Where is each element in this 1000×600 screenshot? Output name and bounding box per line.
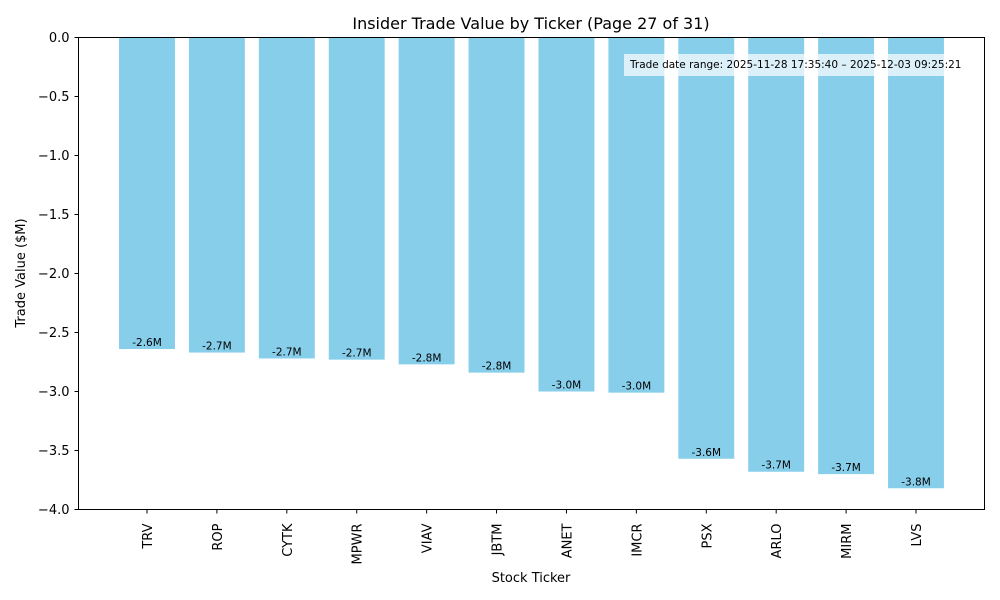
bars-group bbox=[119, 37, 944, 489]
bar-cytk bbox=[258, 37, 315, 359]
bar-rop bbox=[188, 37, 245, 353]
x-tick-label-rop: ROP bbox=[211, 523, 226, 550]
y-tick-label: −2.5 bbox=[38, 326, 70, 341]
data-label-mirm: -3.7M bbox=[831, 462, 861, 474]
annotation-box bbox=[624, 54, 986, 76]
bar-lvs bbox=[888, 37, 944, 489]
y-tick-label: −2.0 bbox=[38, 267, 70, 282]
x-tick-label-mpwr: MPWR bbox=[351, 524, 366, 565]
data-label-anet: -3.0M bbox=[552, 380, 582, 392]
data-label-jbtm: -2.8M bbox=[482, 361, 512, 373]
bar-mirm bbox=[818, 37, 875, 475]
y-tick-label: 0.0 bbox=[49, 31, 70, 46]
data-label-trv: -2.6M bbox=[132, 337, 162, 349]
data-label-rop: -2.7M bbox=[202, 341, 232, 353]
x-axis: TRV ROP CYTK MPWR VIAV JBTM ANET IMCR PSX ARLO MIR… bbox=[141, 509, 925, 565]
y-tick-label: −4.0 bbox=[38, 503, 70, 518]
x-tick-label-anet: ANET bbox=[560, 523, 575, 558]
x-tick-label-lvs: LVS bbox=[910, 524, 925, 547]
chart-title: Insider Trade Value by Ticker (Page 27 o… bbox=[352, 14, 709, 33]
y-axis-label: Trade Value ($M) bbox=[14, 218, 29, 328]
data-label-mpwr: -2.7M bbox=[342, 348, 372, 360]
y-tick-label: −3.0 bbox=[38, 385, 70, 400]
y-tick-label: −0.5 bbox=[38, 90, 70, 105]
annotation-text: Trade date range: 2025-11-28 17:35:40 – … bbox=[629, 59, 961, 71]
data-label-psx: -3.6M bbox=[691, 447, 721, 459]
x-tick-label-mirm: MIRM bbox=[840, 524, 855, 559]
bar-jbtm bbox=[468, 37, 525, 373]
bar-trv bbox=[119, 37, 175, 350]
x-tick-label-imcr: IMCR bbox=[630, 524, 645, 557]
data-label-arlo: -3.7M bbox=[761, 460, 791, 472]
data-label-lvs: -3.8M bbox=[901, 476, 931, 488]
x-tick-label-viav: VIAV bbox=[421, 523, 436, 553]
x-tick-label-trv: TRV bbox=[141, 523, 156, 549]
data-label-cytk: -2.7M bbox=[272, 346, 302, 358]
data-labels-group: -2.6M -2.7M -2.7M -2.7M -2.8M -2.8M -3.0M -3.0M… bbox=[132, 337, 931, 488]
data-label-viav: -2.8M bbox=[412, 352, 442, 364]
y-axis: 0.0 −0.5 −1.0 −1.5 −2.0 −2.5 −3.0 −3.5 −4.0 bbox=[38, 31, 79, 518]
bar-viav bbox=[398, 37, 455, 365]
y-tick-label: −1.5 bbox=[38, 208, 70, 223]
bar-psx bbox=[678, 37, 735, 459]
x-tick-label-psx: PSX bbox=[700, 523, 715, 548]
y-tick-label: −3.5 bbox=[38, 444, 70, 459]
x-tick-label-arlo: ARLO bbox=[770, 524, 785, 559]
x-tick-label-jbtm: JBTM bbox=[491, 524, 506, 557]
y-tick-label: −1.0 bbox=[38, 149, 70, 164]
bar-imcr bbox=[608, 37, 665, 393]
x-tick-label-cytk: CYTK bbox=[281, 523, 296, 557]
date-range-annotation: Trade date range: 2025-11-28 17:35:40 – … bbox=[624, 54, 986, 76]
bar-anet bbox=[538, 37, 595, 392]
x-axis-label: Stock Ticker bbox=[492, 571, 571, 586]
bar-arlo bbox=[748, 37, 805, 472]
data-label-imcr: -3.0M bbox=[622, 381, 652, 393]
bar-mpwr bbox=[328, 37, 385, 360]
